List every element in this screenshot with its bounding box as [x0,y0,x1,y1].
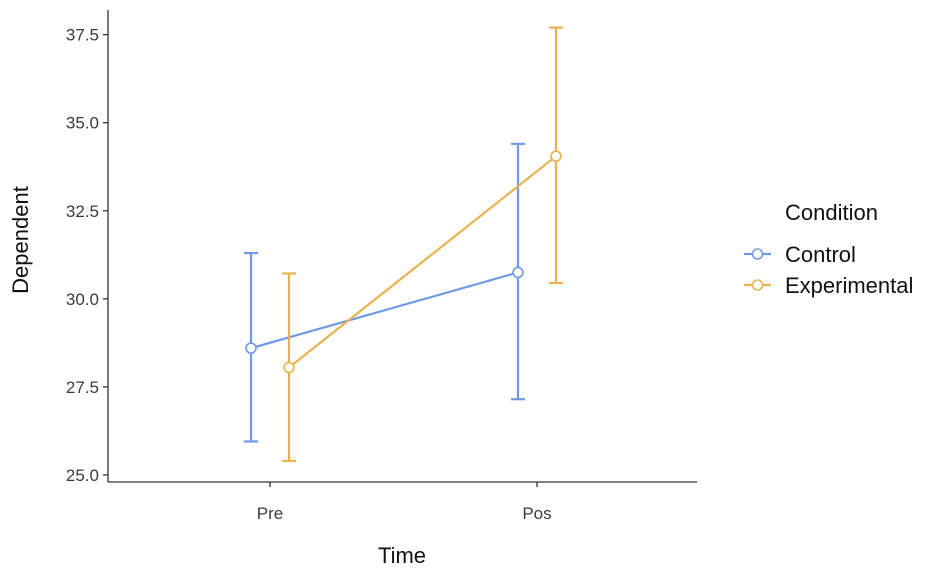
y-tick-label: 25.0 [66,466,99,485]
x-ticks: Pre Pos [257,482,552,523]
y-axis-title: Dependent [8,186,33,294]
y-ticks: 25.0 27.5 30.0 32.5 35.0 37.5 [66,26,108,485]
data-point [283,361,295,374]
series-line [250,271,519,350]
y-tick-label: 35.0 [66,114,99,133]
y-tick-label: 32.5 [66,202,99,221]
y-tick-label: 37.5 [66,26,99,45]
legend-item-experimental: Experimental [744,273,913,298]
x-tick-label: Pos [522,504,551,523]
series [244,26,563,462]
legend-label: Control [785,242,856,267]
legend: Condition Control Experimental [744,200,913,298]
legend-key-point [751,248,764,260]
x-axis-title: Time [378,543,426,568]
legend-label: Experimental [785,273,913,298]
data-point [245,342,257,354]
x-tick-label: Pre [257,504,283,523]
legend-title: Condition [785,200,878,225]
data-point [550,150,562,162]
y-tick-label: 30.0 [66,290,99,309]
data-point [512,266,524,279]
y-tick-label: 27.5 [66,378,99,397]
legend-item-control: Control [744,242,856,267]
series-line [288,155,557,369]
axes [107,10,697,483]
legend-key-point [751,279,764,291]
legend-items: Control Experimental [744,242,913,298]
series-experimental [282,26,563,462]
